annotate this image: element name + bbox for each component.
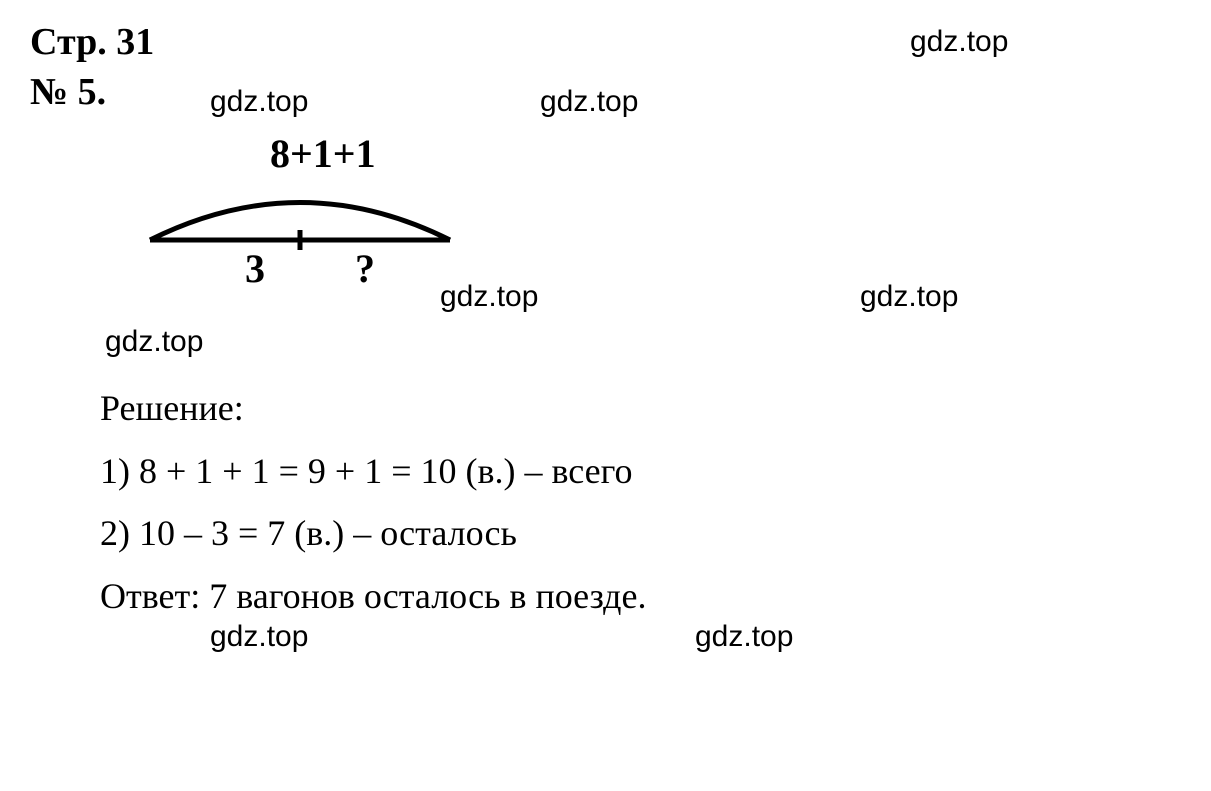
watermark: gdz.top bbox=[695, 620, 793, 654]
diagram-right-value: ? bbox=[355, 245, 375, 292]
problem-number: № 5. bbox=[30, 70, 106, 114]
watermark: gdz.top bbox=[860, 280, 958, 314]
solution-step-2: 2) 10 – 3 = 7 (в.) – осталось bbox=[100, 505, 646, 563]
watermark: gdz.top bbox=[105, 325, 203, 359]
diagram-total-label: 8+1+1 bbox=[270, 130, 376, 177]
solution-answer: Ответ: 7 вагонов осталось в поезде. bbox=[100, 568, 646, 626]
solution-block: Решение: 1) 8 + 1 + 1 = 9 + 1 = 10 (в.) … bbox=[100, 380, 646, 630]
diagram-left-value: 3 bbox=[245, 245, 265, 292]
solution-step-1: 1) 8 + 1 + 1 = 9 + 1 = 10 (в.) – всего bbox=[100, 443, 646, 501]
solution-title: Решение: bbox=[100, 380, 646, 438]
watermark: gdz.top bbox=[540, 85, 638, 119]
watermark: gdz.top bbox=[210, 85, 308, 119]
diagram-arc-icon bbox=[140, 180, 470, 260]
problem-diagram: 8+1+1 3 ? bbox=[130, 130, 480, 300]
page-reference: Стр. 31 bbox=[30, 20, 154, 64]
watermark: gdz.top bbox=[910, 25, 1008, 59]
